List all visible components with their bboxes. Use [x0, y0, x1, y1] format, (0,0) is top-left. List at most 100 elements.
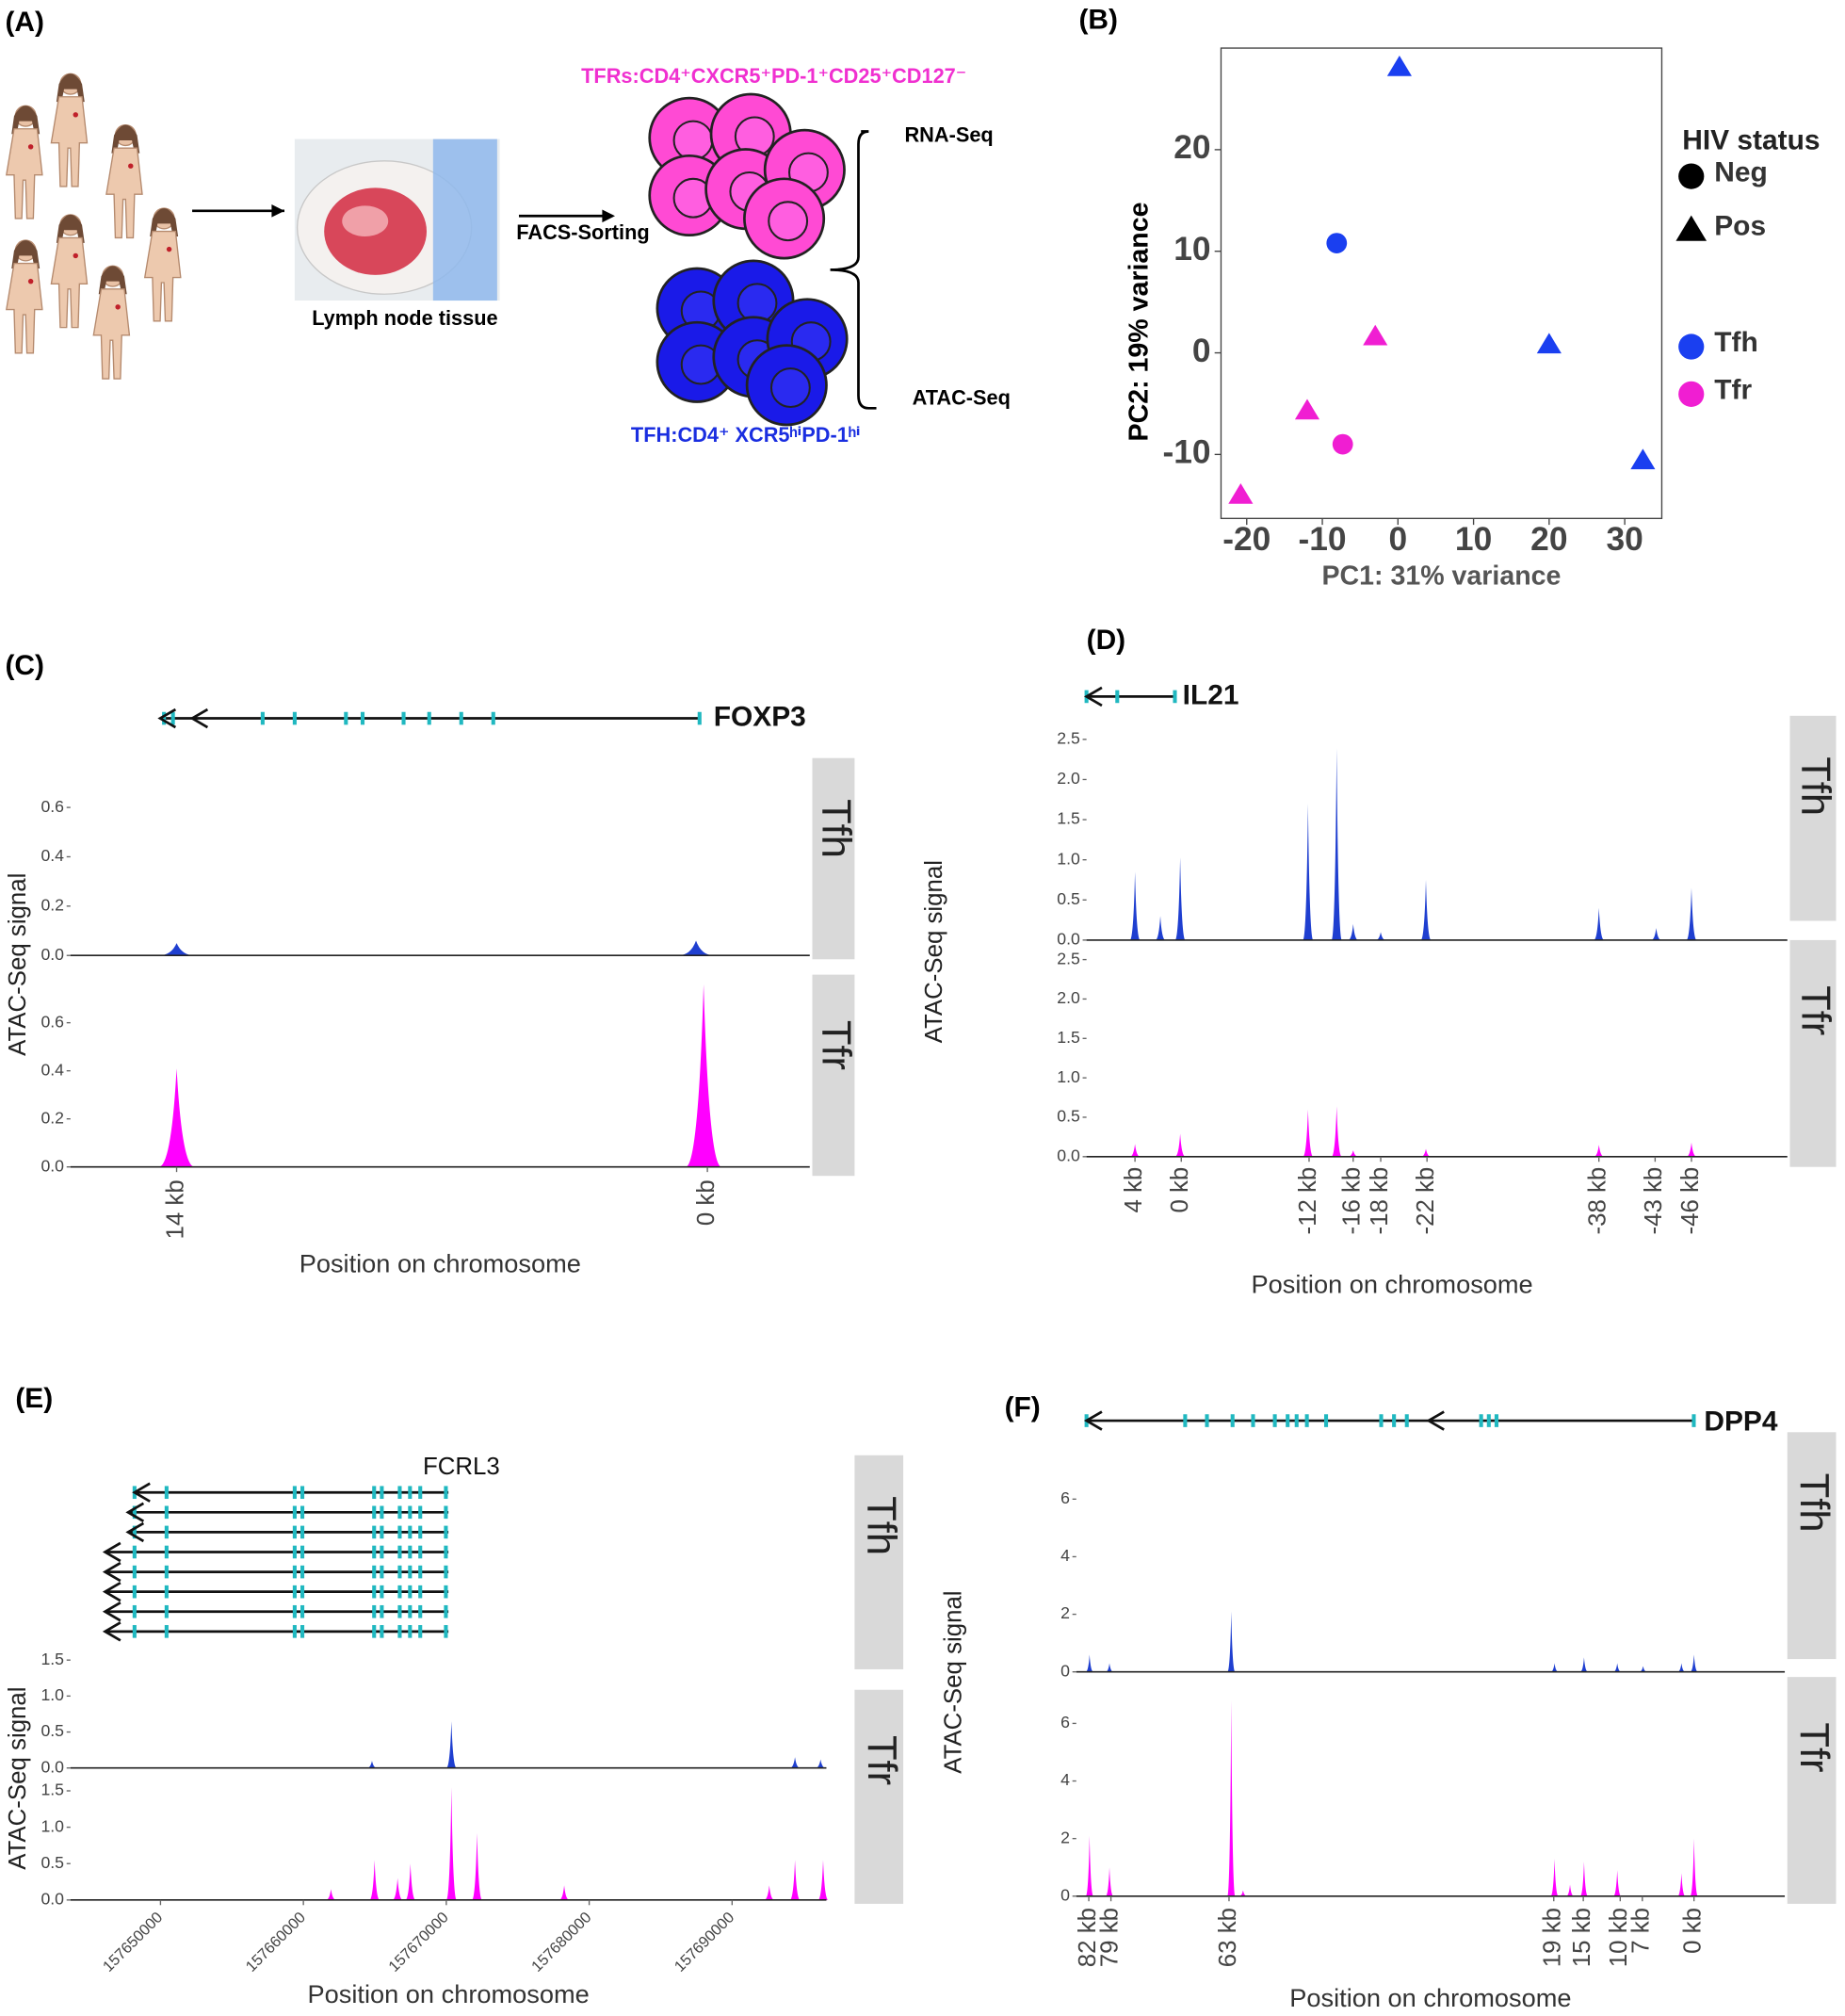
exon — [300, 1585, 305, 1599]
facet-strip — [812, 757, 855, 960]
exon — [444, 1565, 448, 1579]
y-tick-label: 6 — [1060, 1713, 1070, 1731]
peak — [815, 1759, 826, 1768]
exon — [292, 1505, 297, 1520]
y-tick-label: 0 — [1060, 1661, 1070, 1680]
peak — [1686, 1142, 1697, 1157]
exon — [164, 1486, 169, 1500]
exon — [1404, 1414, 1409, 1427]
person-mark — [27, 278, 34, 285]
person — [50, 214, 89, 329]
exon — [164, 1525, 169, 1539]
x-tick-label: 15 kb — [1569, 1908, 1595, 1967]
exon — [1183, 1414, 1188, 1427]
exon — [372, 1545, 377, 1559]
facet-strip — [854, 1455, 904, 1669]
y-axis-label: ATAC-Seq signal — [940, 1590, 966, 1773]
exon — [397, 1585, 402, 1599]
person-hair — [11, 106, 40, 135]
exon — [1230, 1414, 1235, 1427]
x-tick-label: 0 kb — [1167, 1167, 1193, 1213]
exon — [300, 1625, 305, 1638]
y-axis-label: ATAC-Seq signal — [5, 873, 31, 1056]
x-tick-label: -16 kb — [1339, 1167, 1366, 1235]
exon — [418, 1486, 423, 1500]
point — [1536, 333, 1562, 354]
x-tick-label: 157690000 — [672, 1909, 737, 1975]
panel-label: (C) — [5, 650, 44, 681]
exon — [132, 1604, 137, 1618]
facet-strip — [812, 974, 855, 1177]
person-body — [105, 147, 143, 239]
strand-arrow — [132, 1482, 151, 1503]
exon — [292, 1625, 297, 1638]
exon — [292, 1486, 297, 1500]
facet-label: Tfh — [1792, 756, 1837, 816]
y-tick-label: 0.4 — [40, 1060, 64, 1079]
exon — [380, 1486, 384, 1500]
facet-label: Tfh — [1791, 1473, 1837, 1533]
gene-label: FCRL3 — [423, 1454, 500, 1480]
exon — [408, 1525, 413, 1539]
point — [1363, 324, 1388, 346]
strand-arrow — [1426, 1410, 1445, 1431]
facet-label: Tfh — [813, 799, 858, 858]
strand-arrow — [1083, 686, 1103, 707]
peak — [1105, 1867, 1114, 1896]
tfr-label: TFRs:CD4⁺CXCR5⁺PD-1⁺CD25⁺CD127⁻ — [581, 64, 966, 88]
peak — [1690, 1838, 1698, 1896]
y-tick-label: 2 — [1060, 1603, 1070, 1622]
y-tick-label: 0.4 — [40, 846, 64, 865]
person-hair — [111, 124, 140, 154]
person — [92, 265, 131, 380]
peak — [445, 1787, 457, 1900]
tfh-label: TFH:CD4⁺ XCR5ʰⁱPD-1ʰⁱ — [631, 423, 861, 447]
y-tick-label: 0.0 — [40, 1757, 64, 1776]
exon — [1479, 1414, 1483, 1427]
person-hair — [98, 266, 127, 295]
x-tick-label: -46 kb — [1677, 1167, 1704, 1235]
legend-marker — [1678, 381, 1705, 407]
x-tick-label: 19 kb — [1540, 1908, 1566, 1967]
exon — [418, 1525, 423, 1539]
exon — [408, 1625, 413, 1638]
exon — [164, 1604, 169, 1618]
strand-arrow — [102, 1541, 121, 1563]
person-hair — [56, 73, 85, 103]
peak — [1594, 907, 1605, 940]
x-tick-label: 157680000 — [528, 1909, 594, 1975]
facet-label: Tfr — [1792, 985, 1837, 1035]
tissue-highlight — [342, 205, 389, 237]
person — [105, 123, 143, 239]
exon — [418, 1604, 423, 1618]
x-tick-label: -43 kb — [1641, 1167, 1667, 1235]
peak — [1579, 1657, 1588, 1672]
peak — [764, 1885, 775, 1900]
peak — [686, 984, 722, 1167]
point — [1228, 483, 1254, 504]
y-tick-label: 0.6 — [40, 797, 64, 816]
legend-label: Pos — [1714, 210, 1766, 241]
x-tick-label: -12 kb — [1295, 1167, 1321, 1235]
exon — [418, 1545, 423, 1559]
peak — [445, 1721, 457, 1768]
y-tick-label: 0.2 — [40, 1108, 64, 1127]
x-axis-label: Position on chromosome — [1251, 1269, 1532, 1298]
y-tick-label: 0 — [1060, 1885, 1070, 1904]
peak — [1613, 1870, 1622, 1896]
gene-label: IL21 — [1183, 679, 1239, 710]
point — [1630, 448, 1656, 470]
facet-label: Tfh — [859, 1496, 904, 1555]
tissue-label: Lymph node tissue — [312, 306, 497, 330]
exon — [170, 711, 175, 725]
peak — [1331, 1106, 1342, 1157]
gene-label: FOXP3 — [714, 701, 806, 732]
peak — [1677, 1663, 1686, 1672]
exon — [408, 1545, 413, 1559]
peak — [1238, 1890, 1247, 1896]
exon — [292, 1545, 297, 1559]
brace — [830, 130, 877, 410]
exon — [697, 711, 702, 725]
